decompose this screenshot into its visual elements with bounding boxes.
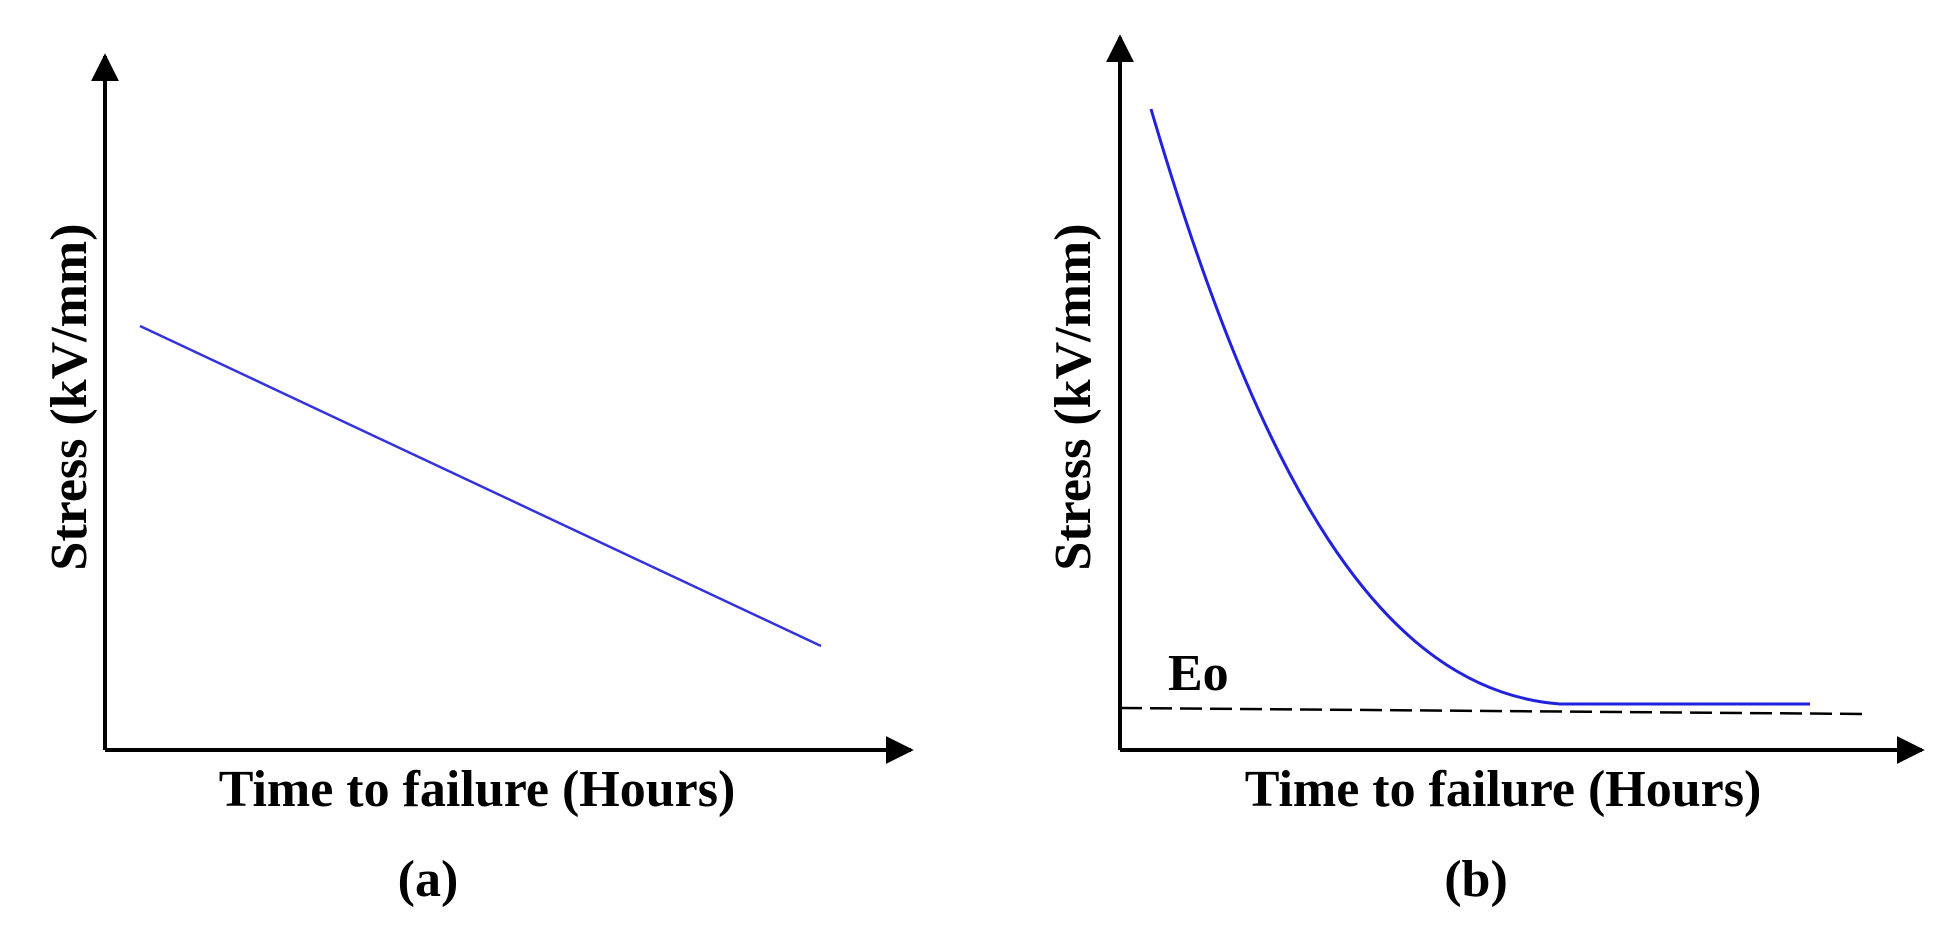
y-axis-label: Stress (kV/mm) [41,223,98,570]
stress-curve [1149,108,1810,706]
stress-line [139,324,822,648]
caption: (a) [398,851,459,908]
x-axis-label: Time to failure (Hours) [219,761,736,818]
threshold-line [1119,706,1867,716]
y-axis-label: Stress (kV/mm) [1045,223,1102,570]
panel-a: Stress (kV/mm) Time to failure (Hours) (… [41,53,914,908]
x-axis-label: Time to failure (Hours) [1245,761,1762,818]
panel-b: Eo Stress (kV/mm) Time to failure (Hours… [1045,34,1925,908]
threshold-label: Eo [1168,645,1229,702]
caption: (b) [1444,851,1508,908]
